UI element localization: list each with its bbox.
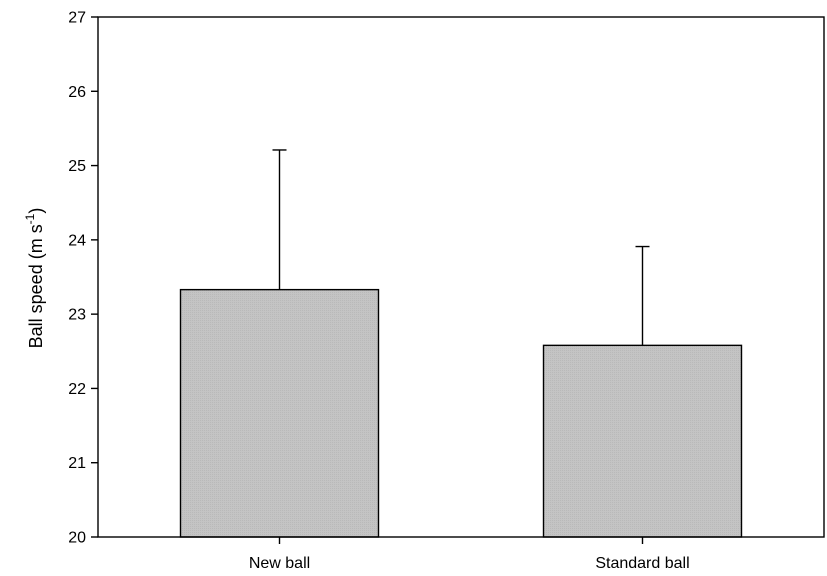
y-axis-title: Ball speed (m s-1)	[23, 208, 46, 349]
y-tick-label: 21	[68, 455, 86, 472]
y-axis: 20 21 22 23 24 25 26 27	[68, 10, 98, 547]
y-tick-label: 22	[68, 381, 86, 398]
y-axis-title-superscript: -1	[23, 213, 37, 224]
y-axis-title-close: )	[26, 208, 46, 214]
y-tick-label: 20	[68, 530, 86, 547]
y-tick-label: 23	[68, 307, 86, 324]
y-tick-label: 26	[68, 84, 86, 101]
y-tick-label: 27	[68, 10, 86, 27]
error-bars-layer	[272, 149, 650, 346]
bar-2	[542, 344, 743, 538]
y-tick-label: 25	[68, 158, 86, 175]
x-tick-label: New ball	[249, 555, 310, 572]
x-tick-label: Standard ball	[595, 555, 689, 572]
x-axis: New ball Standard ball	[249, 537, 690, 572]
bar-1	[179, 288, 380, 538]
y-axis-title-main: Ball speed (m s	[26, 224, 46, 348]
plot-frame	[97, 16, 825, 538]
bars-layer	[179, 288, 743, 538]
y-tick-label: 24	[68, 232, 86, 249]
